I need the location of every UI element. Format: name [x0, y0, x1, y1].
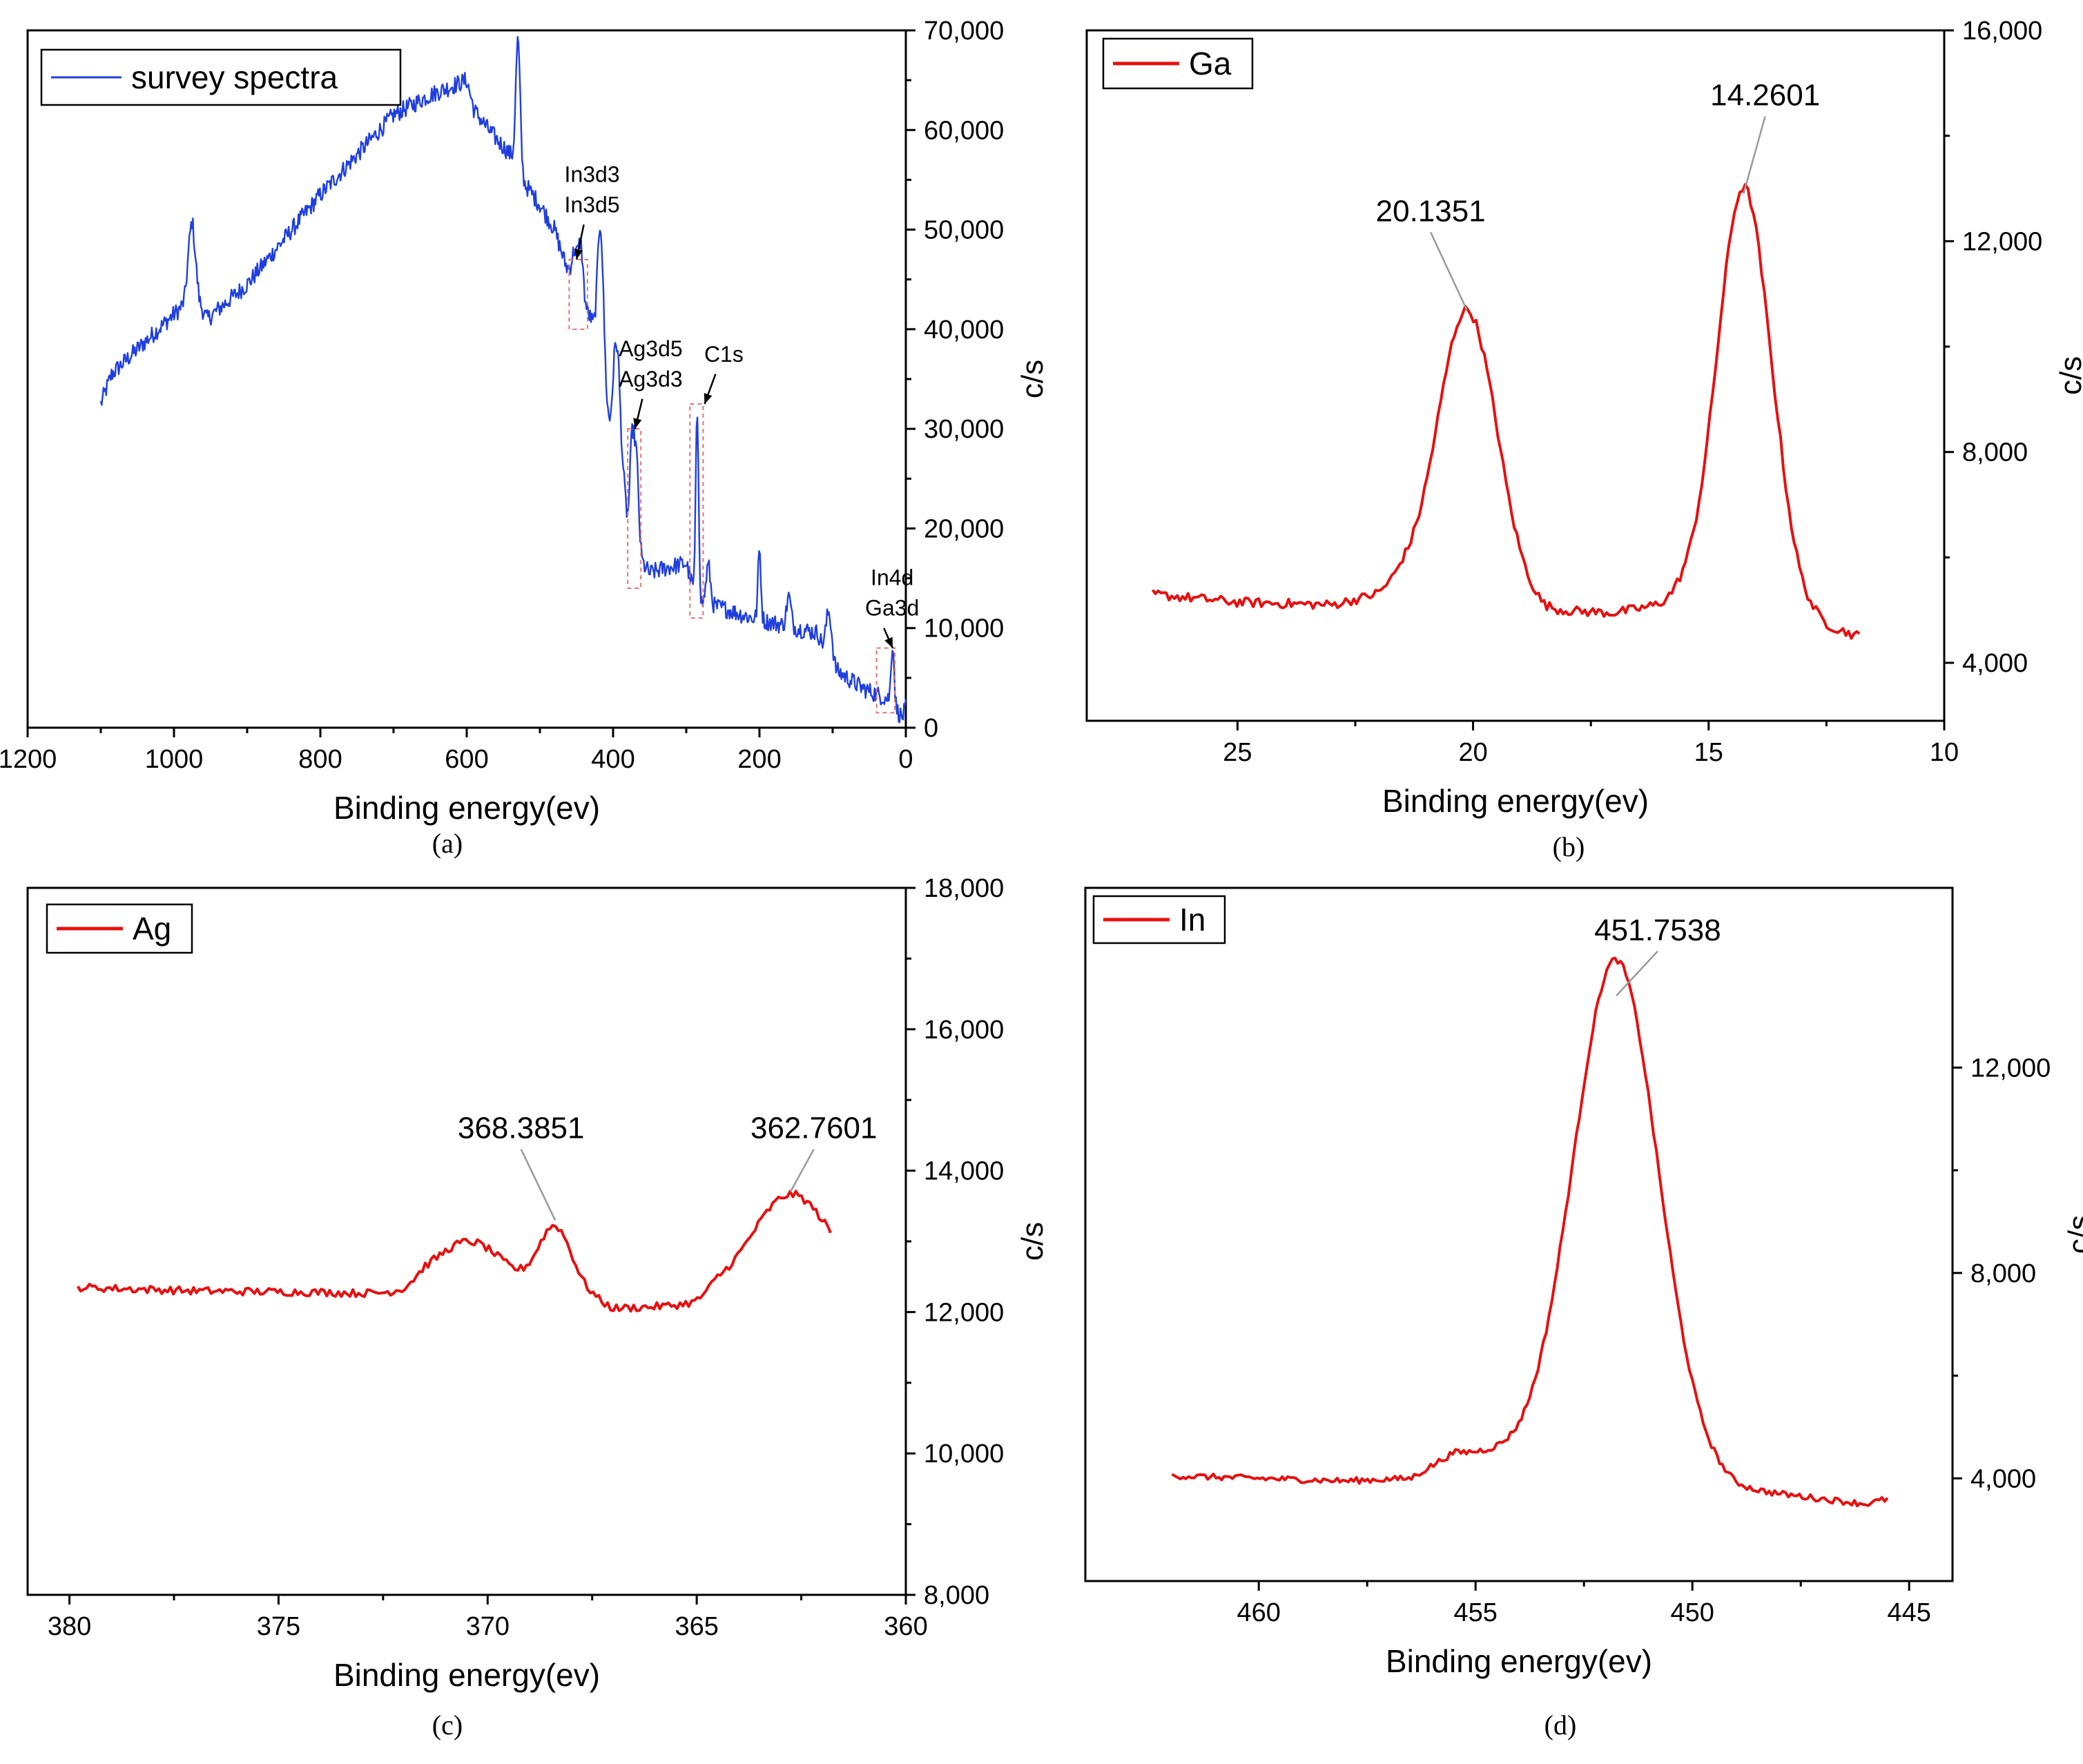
y-tick-label: 4,000	[1970, 1464, 2036, 1493]
annotation-label: In4d	[871, 565, 913, 590]
annotation-arrowhead	[704, 393, 713, 405]
peak-leader-line	[789, 1149, 815, 1192]
panel-a: 1200 1000 800 600 400 200 00 10,000 20,000 30,000…	[0, 17, 1049, 859]
y-tick-label: 10,000	[924, 614, 1004, 643]
peak-label: 14.2601	[1710, 79, 1820, 113]
y-tick-label: 50,000	[924, 216, 1004, 245]
y-tick-label: 30,000	[924, 415, 1004, 444]
y-tick-label: 14,000	[924, 1157, 1004, 1186]
legend-label: Ag	[133, 911, 171, 947]
annotation-label: C1s	[704, 342, 744, 367]
annotation-box	[568, 258, 588, 330]
annotation-arrowhead	[633, 418, 642, 429]
x-axis-label: Binding energy(ev)	[1382, 783, 1649, 819]
annotation-arrowhead	[574, 249, 583, 260]
series-line-ag	[76, 1190, 832, 1313]
peak-label: 451.7538	[1594, 913, 1721, 947]
x-tick-label: 455	[1453, 1598, 1497, 1627]
y-tick-label: 8,000	[924, 1581, 989, 1610]
x-tick-label: 400	[591, 745, 634, 774]
x-tick-label: 380	[48, 1612, 91, 1641]
annotation-box	[875, 647, 896, 714]
panel-caption: (b)	[1553, 831, 1585, 862]
peak-label: 368.3851	[458, 1112, 585, 1145]
x-tick-label: 25	[1223, 738, 1252, 767]
panel-d: 460 455 450 445 4,000 8,000 12,000 Binding ener…	[1084, 886, 2083, 1741]
annotation-label: Ag3d3	[619, 367, 683, 391]
x-axis-label: Binding energy(ev)	[1386, 1643, 1652, 1679]
peak-label: 20.1351	[1376, 194, 1486, 228]
x-tick-label: 370	[466, 1612, 510, 1641]
series-line-ga	[1151, 183, 1861, 640]
y-tick-label: 4,000	[1962, 649, 2028, 678]
peak-leader-line	[1616, 950, 1658, 997]
peak-leader-line	[1430, 231, 1468, 311]
annotation-box	[627, 428, 642, 590]
panel-caption: (c)	[432, 1709, 463, 1741]
panel-caption: (a)	[432, 828, 463, 859]
peak-label: 362.7601	[750, 1112, 878, 1145]
series-line-in	[1171, 956, 1889, 1508]
x-tick-label: 200	[737, 745, 781, 774]
x-axis-label: Binding energy(ev)	[333, 1657, 600, 1693]
y-tick-label: 0	[924, 714, 938, 743]
panel-caption: (d)	[1544, 1709, 1577, 1741]
series-line-survey-spectra	[99, 36, 907, 724]
x-tick-label: 15	[1694, 738, 1723, 767]
x-tick-label: 1000	[145, 745, 204, 774]
x-tick-label: 445	[1887, 1598, 1930, 1627]
annotation-arrowhead	[884, 637, 893, 648]
x-tick-label: 460	[1237, 1598, 1280, 1627]
x-tick-label: 375	[257, 1612, 300, 1641]
y-tick-label: 10,000	[924, 1440, 1004, 1469]
x-tick-label: 450	[1670, 1598, 1714, 1627]
legend-label: Ga	[1189, 46, 1232, 81]
y-tick-label: 40,000	[924, 316, 1004, 345]
x-tick-label: 20	[1458, 738, 1487, 767]
annotation-label: Ga3d	[865, 596, 919, 621]
y-tick-label: 16,000	[924, 1016, 1004, 1045]
x-axis-label: Binding energy(ev)	[333, 790, 600, 826]
y-tick-label: 70,000	[924, 17, 1004, 46]
peak-leader-line	[1743, 116, 1766, 194]
legend-label: survey spectra	[131, 59, 338, 95]
x-tick-label: 360	[884, 1612, 927, 1641]
y-tick-label: 12,000	[1970, 1054, 2051, 1083]
annotation-label: Ag3d5	[619, 336, 683, 361]
y-tick-label: 18,000	[924, 874, 1004, 903]
x-tick-label: 0	[898, 745, 913, 774]
peak-leader-line	[520, 1149, 556, 1221]
y-tick-label: 16,000	[1962, 17, 2042, 46]
legend-label: In	[1179, 902, 1205, 938]
x-tick-label: 10	[1930, 738, 1959, 767]
y-tick-label: 8,000	[1962, 438, 2028, 467]
x-tick-label: 365	[675, 1612, 718, 1641]
y-axis-label: c/s	[2054, 356, 2083, 395]
y-axis-label: c/s	[1016, 360, 1049, 398]
y-tick-label: 8,000	[1970, 1259, 2036, 1288]
y-tick-label: 20,000	[924, 514, 1004, 543]
x-tick-label: 800	[298, 745, 342, 774]
annotation-label: In3d5	[565, 192, 620, 217]
x-tick-label: 1200	[0, 745, 57, 774]
y-axis-label: c/s	[2062, 1215, 2083, 1254]
plot-frame	[1084, 886, 1954, 1582]
panel-b: 25 20 15 10 4,000 8,000 12,000 16,000 Binding en…	[1085, 17, 2083, 862]
x-tick-label: 600	[445, 745, 488, 774]
y-tick-label: 12,000	[924, 1298, 1004, 1327]
y-tick-label: 60,000	[924, 116, 1004, 145]
plot-frame	[1085, 29, 1946, 722]
annotation-label: In3d3	[565, 162, 620, 186]
y-tick-label: 12,000	[1962, 227, 2042, 256]
y-axis-label: c/s	[1016, 1222, 1049, 1261]
